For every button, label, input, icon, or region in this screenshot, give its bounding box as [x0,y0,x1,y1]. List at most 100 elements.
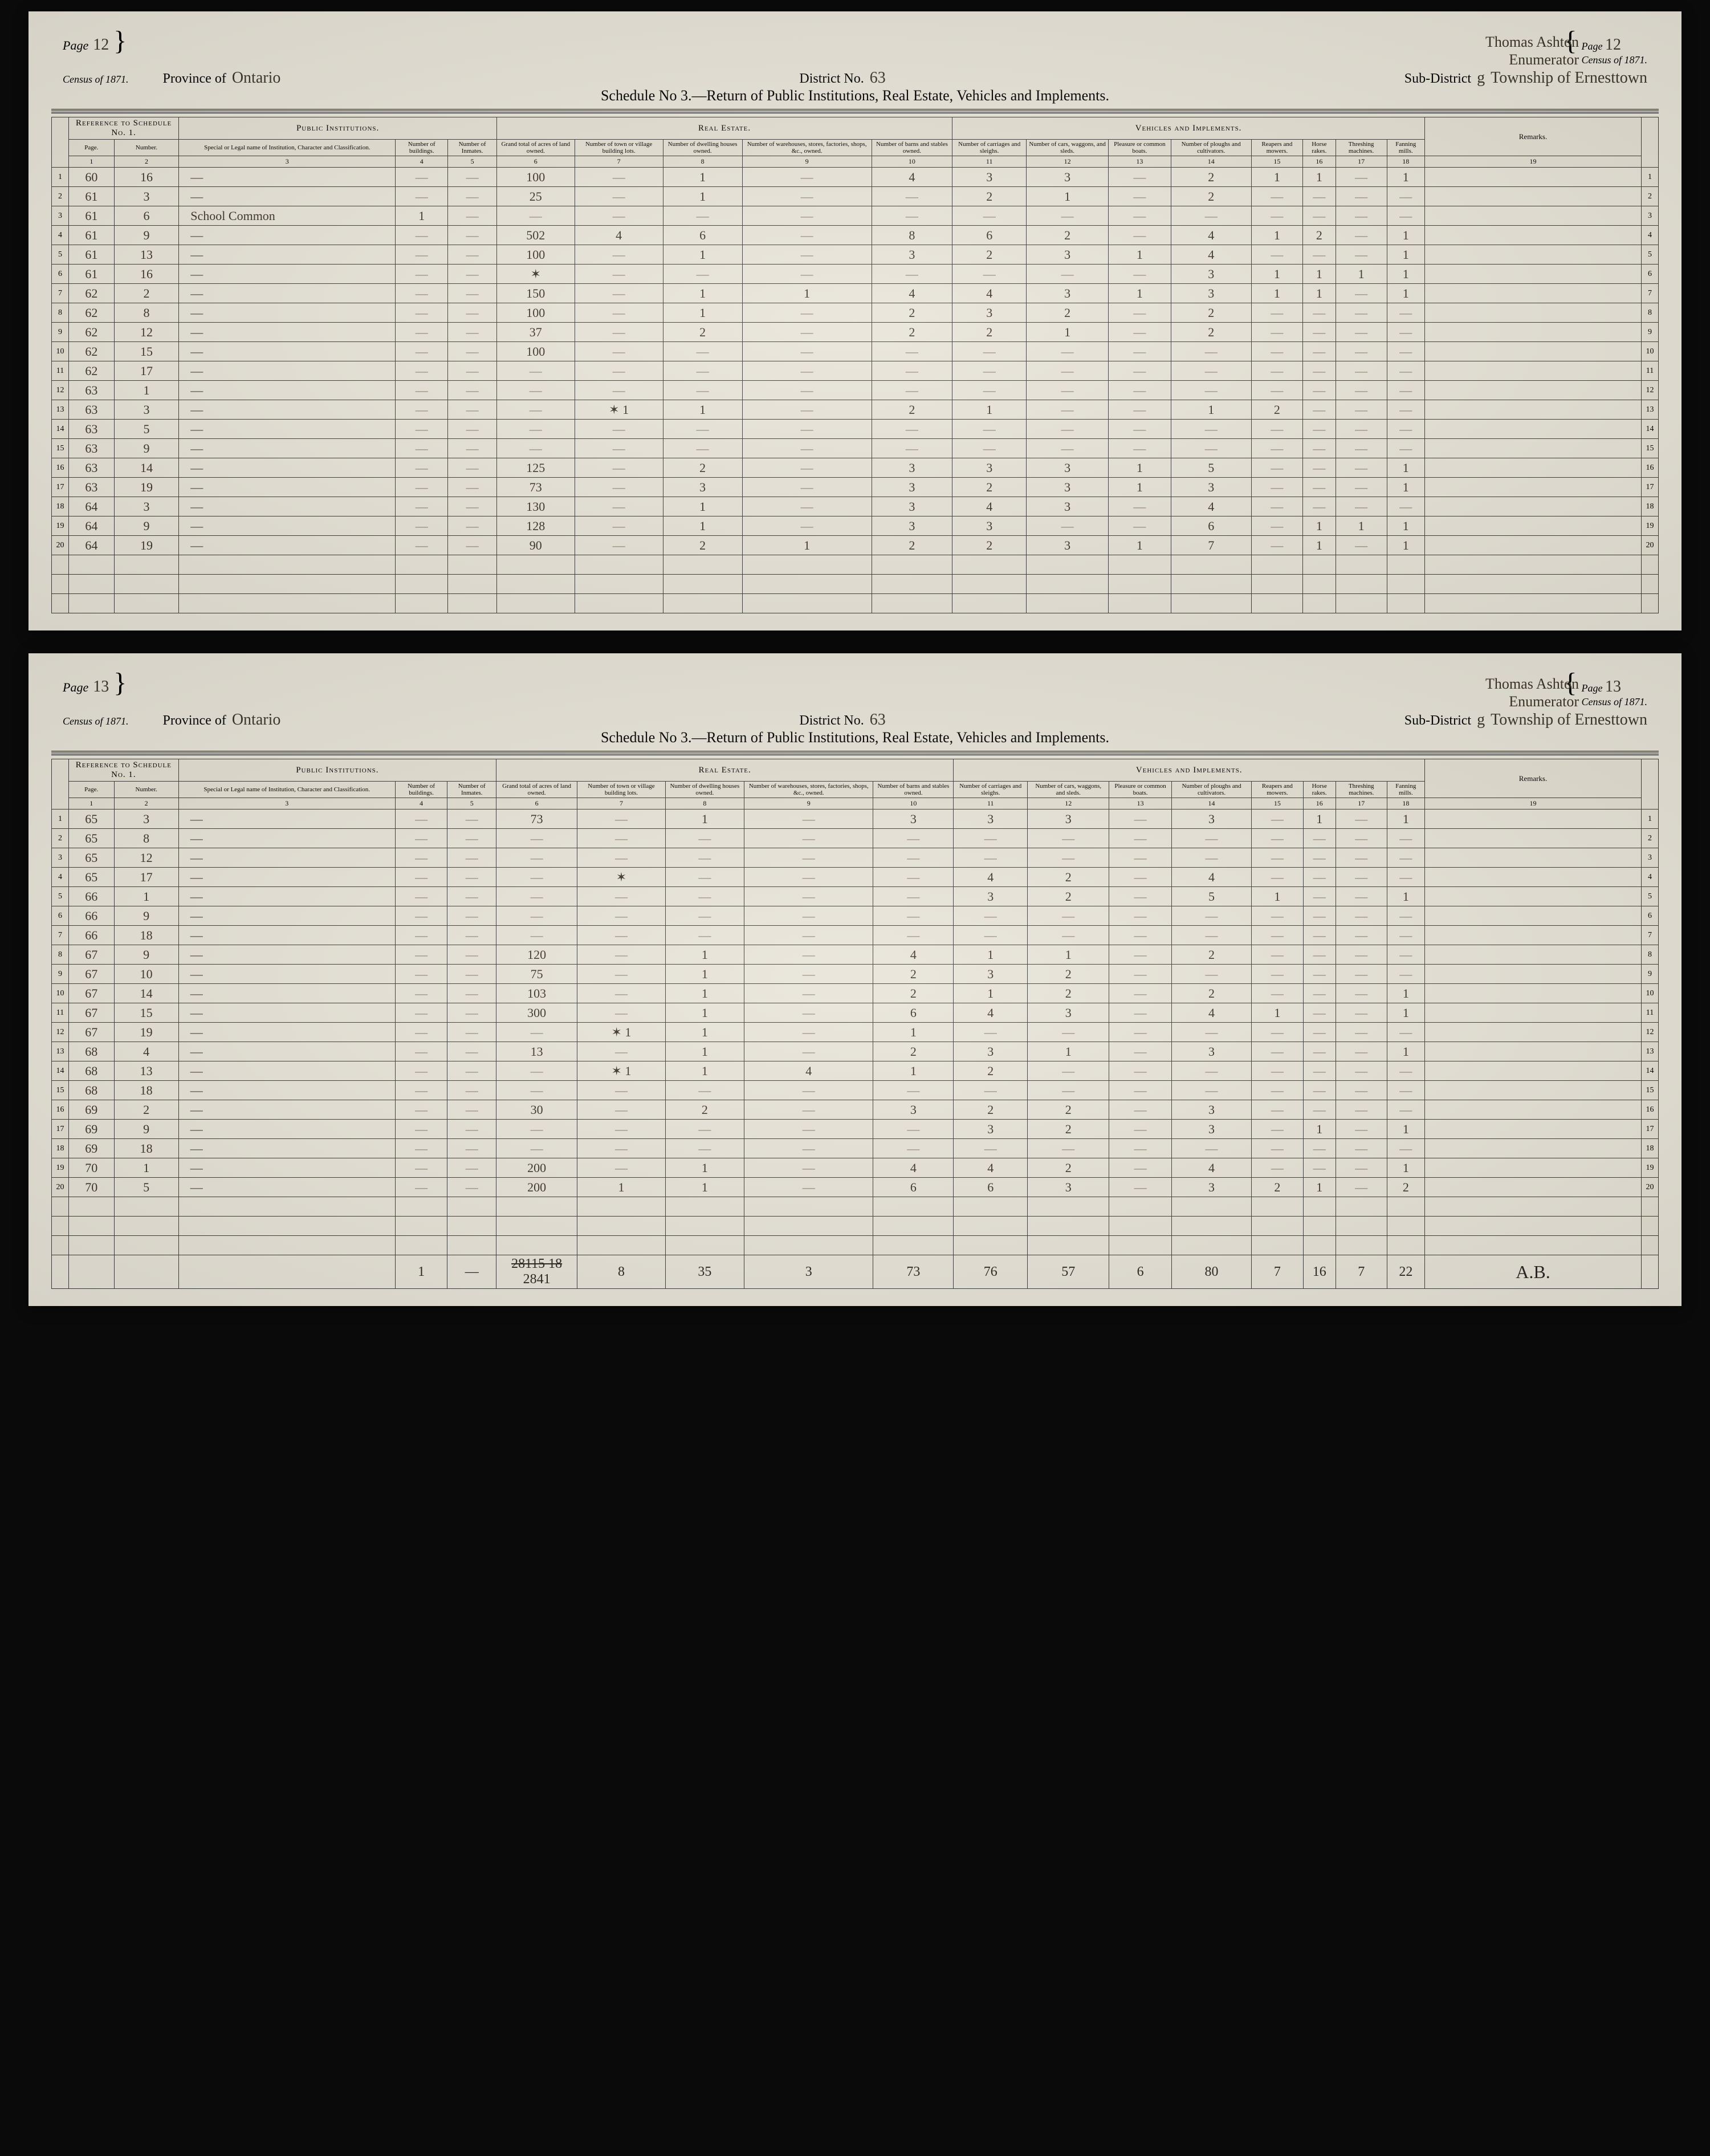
cell-c7: — [575,303,663,323]
row-index: 5 [52,245,69,265]
row-index-right: 19 [1642,1158,1659,1178]
cell-c7: — [577,1003,665,1023]
cell-c10: — [873,926,954,945]
col-13: Pleasure or common boats. [1108,140,1171,156]
cell-institution [178,809,395,829]
cell-c16: — [1303,361,1336,381]
cell-c11: — [954,848,1028,868]
cell-c15: 1 [1251,265,1302,284]
table-body-12: 16016——100—1—433—211—112613——25—1——21—2—… [52,168,1659,613]
cell-page: 66 [69,926,115,945]
table-row: 7622——150—114431311—17 [52,284,1659,303]
cell-c11: — [954,906,1028,926]
cell-c4: — [395,1081,447,1100]
cell-number: 17 [114,361,179,381]
cell-c6: 25 [496,187,575,206]
cell-page: 66 [69,887,115,906]
cell-c4: — [395,809,447,829]
row-index: 11 [52,361,69,381]
cell-institution [178,1003,395,1023]
row-index: 19 [52,1158,69,1178]
table-row: 8628——100—1—232—2————8 [52,303,1659,323]
cell-c15: — [1251,439,1302,458]
cell-institution [178,945,395,965]
cell-c17: — [1336,284,1387,303]
section-veh: Vehicles and Implements. [952,117,1425,140]
cell-c6: — [496,848,577,868]
cell-c17: — [1336,206,1387,226]
cell-c17: — [1336,187,1387,206]
cell-c13: — [1109,926,1172,945]
cell-c6: — [496,420,575,439]
table-row: 106215——100————————————10 [52,342,1659,361]
cell-c18: — [1387,1081,1424,1100]
cell-c11: — [952,265,1027,284]
cell-c9: 1 [742,284,872,303]
cell-c8: 6 [663,226,742,245]
cell-c15: — [1252,1139,1303,1158]
cell-c13: 1 [1108,458,1171,478]
cell-page: 62 [69,323,115,342]
cell-c16: — [1303,1061,1336,1081]
cell-c15: 1 [1251,226,1302,245]
cell-c7: — [577,1120,665,1139]
cell-c12: 2 [1028,1100,1109,1120]
cell-institution [178,1158,395,1178]
cell-c12: 2 [1028,965,1109,984]
cell-c13: — [1109,887,1172,906]
cell-c15: — [1251,536,1302,555]
cell-c6: — [496,361,575,381]
cell-c10: — [872,187,952,206]
cell-page: 66 [69,906,115,926]
cell-number: 18 [114,926,178,945]
cell-c17: — [1336,829,1387,848]
cell-c14: 1 [1171,400,1251,420]
cell-page: 61 [69,187,115,206]
cell-c8: — [663,420,742,439]
cell-c7: — [575,168,663,187]
cell-page: 70 [69,1158,115,1178]
row-index-right: 3 [1642,848,1659,868]
cell-c6: 200 [496,1158,577,1178]
cell-c6: 100 [496,245,575,265]
cell-c8: — [665,1081,744,1100]
cell-remarks [1425,868,1642,887]
cell-number: 9 [114,439,179,458]
cell-c5: — [447,906,496,926]
cell-page: 62 [69,342,115,361]
cell-remarks [1425,400,1642,420]
cell-institution [178,829,395,848]
cell-page: 63 [69,439,115,458]
cell-number: 12 [114,323,179,342]
cell-number: 15 [114,1003,178,1023]
cell-remarks [1425,984,1642,1003]
cell-c9: — [744,868,873,887]
cell-c13: — [1109,1139,1172,1158]
table-row: 16692——30—2—322—3————16 [52,1100,1659,1120]
col-8: Number of dwelling houses owned. [663,140,742,156]
cell-c9: 1 [742,536,872,555]
page-label: Page [63,38,88,53]
cell-c14: 6 [1171,516,1251,536]
row-index-right: 18 [1642,497,1659,516]
cell-c16: — [1303,868,1336,887]
cell-c10: 8 [872,226,952,245]
cell-remarks [1425,1061,1642,1081]
cell-c11: 2 [952,536,1027,555]
cell-c11: — [954,926,1028,945]
cell-remarks [1425,420,1642,439]
cell-c17: — [1336,1061,1387,1081]
cell-c13: — [1109,1178,1172,1197]
cell-page: 69 [69,1100,115,1120]
cell-institution [179,265,396,284]
cell-page: 65 [69,809,115,829]
cell-c14: — [1171,1139,1251,1158]
row-index: 6 [52,265,69,284]
cell-c7: — [575,323,663,342]
cell-c5: — [448,168,497,187]
cell-c18: 1 [1387,1158,1424,1178]
cell-c9: — [744,1120,873,1139]
cell-c14: — [1171,439,1251,458]
cell-remarks [1425,1120,1642,1139]
cell-page: 64 [69,536,115,555]
